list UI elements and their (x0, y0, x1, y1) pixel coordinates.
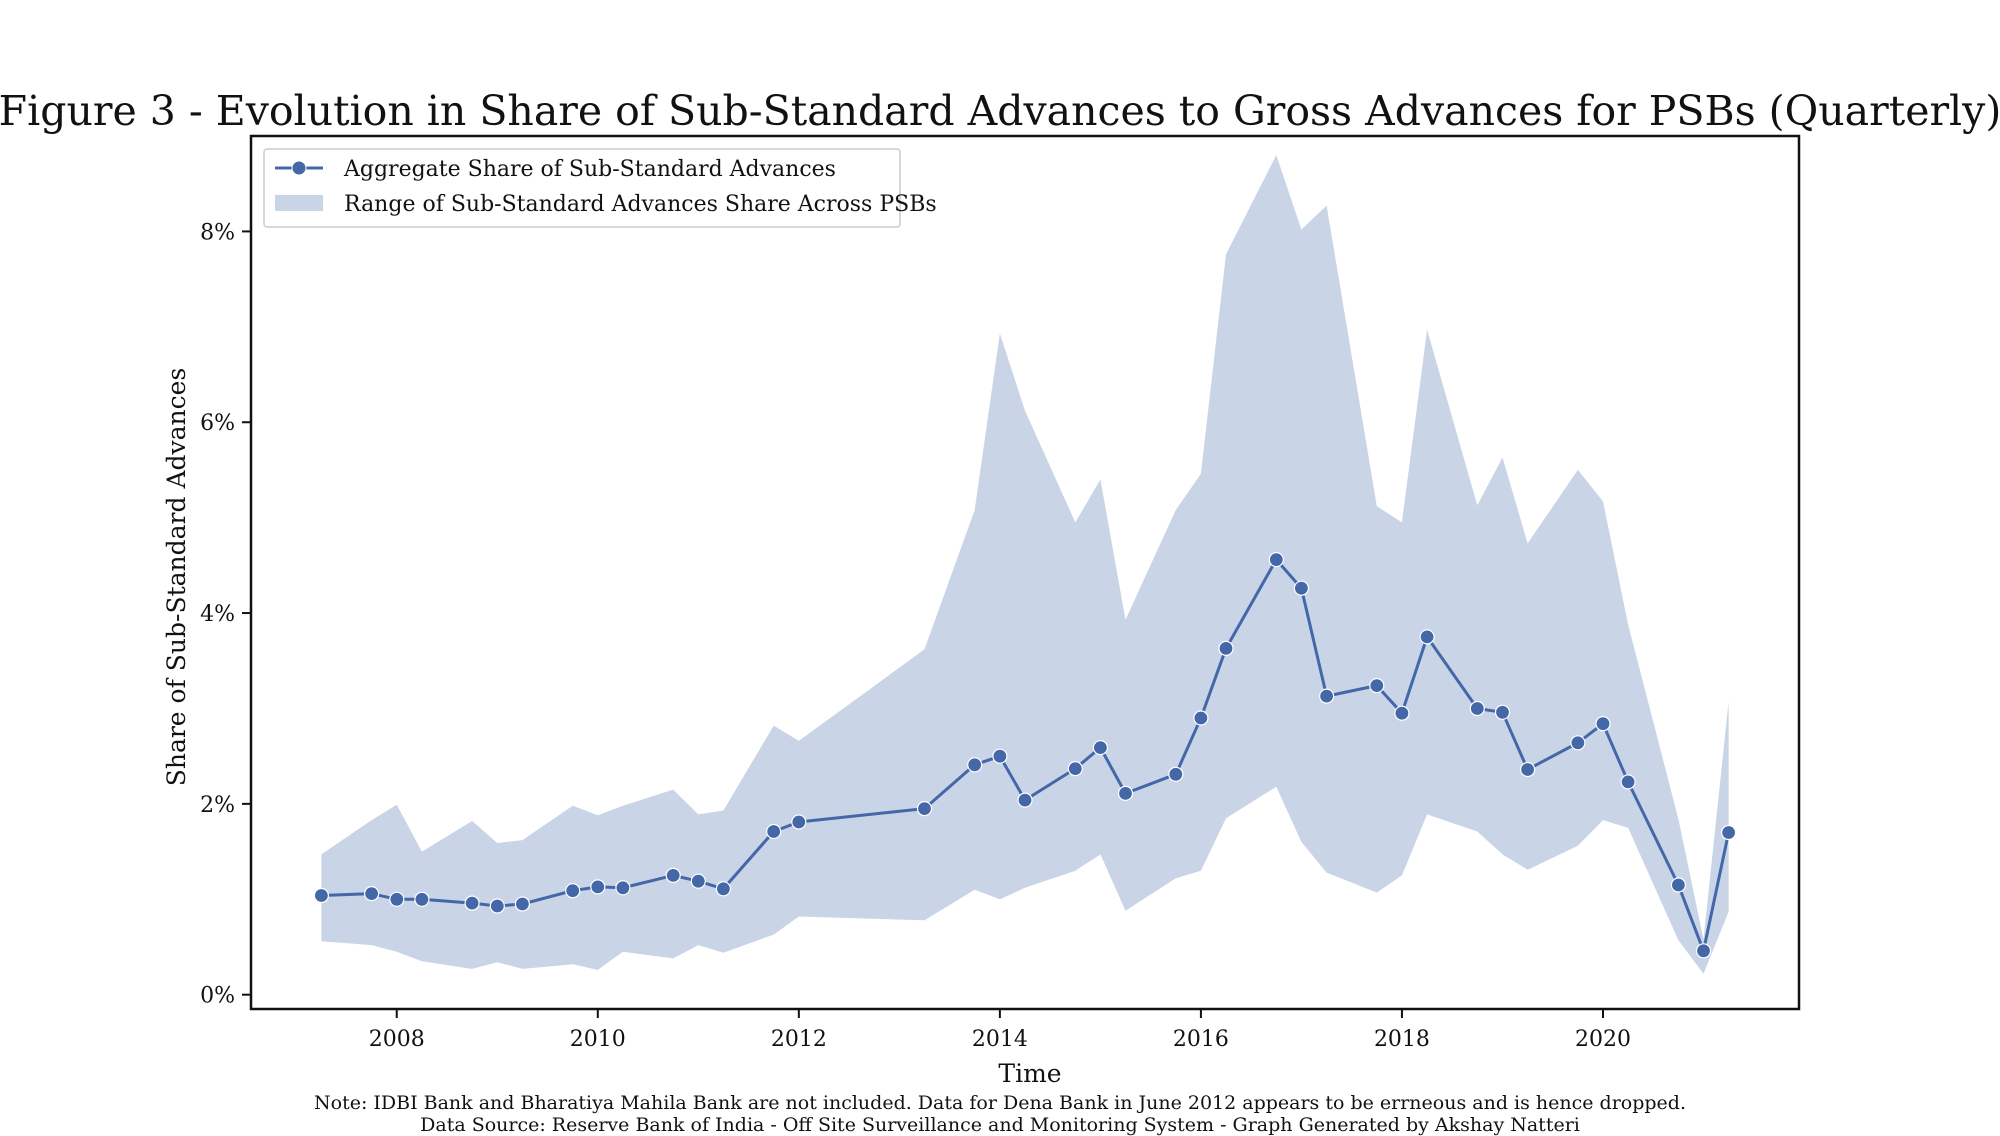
legend: Aggregate Share of Sub-Standard Advances… (263, 148, 937, 228)
data-point (1117, 785, 1134, 802)
data-point (665, 867, 681, 884)
data-point (565, 883, 581, 899)
legend-marker-swatch (291, 160, 307, 176)
chart-title: Figure 3 - Evolution in Share of Sub-Sta… (0, 87, 2000, 135)
footnote-note: Note: IDBI Bank and Bharatiya Mahila Ban… (314, 1092, 1686, 1114)
y-tick-label: 4% (200, 602, 235, 627)
data-point (1419, 629, 1435, 645)
x-tick-label: 2012 (771, 1027, 827, 1052)
legend-label-range: Range of Sub-Standard Advances Share Acr… (344, 192, 937, 217)
x-tick-label: 2018 (1374, 1027, 1430, 1052)
x-tick-label: 2010 (570, 1027, 626, 1052)
data-point (590, 879, 606, 895)
x-tick-label: 2016 (1173, 1027, 1229, 1052)
y-tick-label: 0% (200, 984, 235, 1009)
legend-label-aggregate: Aggregate Share of Sub-Standard Advances (343, 157, 836, 182)
x-tick-label: 2014 (972, 1027, 1028, 1052)
data-point (791, 814, 807, 830)
data-point (1595, 716, 1611, 732)
data-point (916, 800, 933, 817)
data-point (992, 748, 1008, 764)
data-point (1067, 760, 1083, 777)
range-band (321, 155, 1729, 974)
x-axis-label: Time (998, 1059, 1061, 1088)
data-point (1293, 580, 1310, 596)
y-tick-label: 8% (200, 220, 235, 245)
data-point (1469, 700, 1485, 717)
data-point (1193, 710, 1209, 726)
data-point (1318, 688, 1335, 704)
data-point (1218, 640, 1234, 657)
data-point (1720, 824, 1737, 841)
plot-area: 2008 2010 2012 2014 2016 2018 2020 0% 2% 4% 6% 8% (200, 134, 1801, 1052)
data-point (1369, 677, 1385, 694)
legend-band-swatch (275, 195, 323, 211)
data-point (489, 898, 505, 914)
data-point (1268, 551, 1284, 568)
data-point (1092, 739, 1109, 756)
data-point (1394, 705, 1410, 721)
x-tick-label: 2020 (1575, 1027, 1631, 1052)
data-point (615, 880, 631, 896)
data-point (1670, 877, 1687, 893)
data-point (1494, 704, 1511, 720)
data-point (1620, 774, 1636, 790)
data-point (364, 885, 380, 902)
data-point (514, 896, 531, 912)
data-point (967, 757, 983, 773)
legend-frame (263, 148, 901, 228)
plot-frame (249, 134, 1801, 1011)
y-axis-label: Share of Sub-Standard Advances (162, 368, 191, 787)
data-point (313, 887, 329, 904)
data-point (389, 891, 405, 907)
data-point (690, 873, 706, 889)
y-tick-label: 6% (200, 411, 235, 436)
data-point (1168, 766, 1184, 782)
data-point (1570, 735, 1586, 751)
data-point (464, 895, 480, 911)
data-point (1695, 943, 1712, 959)
data-point (1017, 792, 1033, 808)
data-point (414, 891, 430, 907)
footnote-source: Data Source: Reserve Bank of India - Off… (420, 1114, 1580, 1136)
y-tick-label: 2% (200, 793, 235, 818)
data-point (1519, 761, 1536, 778)
data-point (766, 823, 782, 840)
series-line-aggregate (321, 558, 1731, 953)
x-tick-label: 2008 (369, 1027, 425, 1052)
data-point (715, 881, 732, 897)
